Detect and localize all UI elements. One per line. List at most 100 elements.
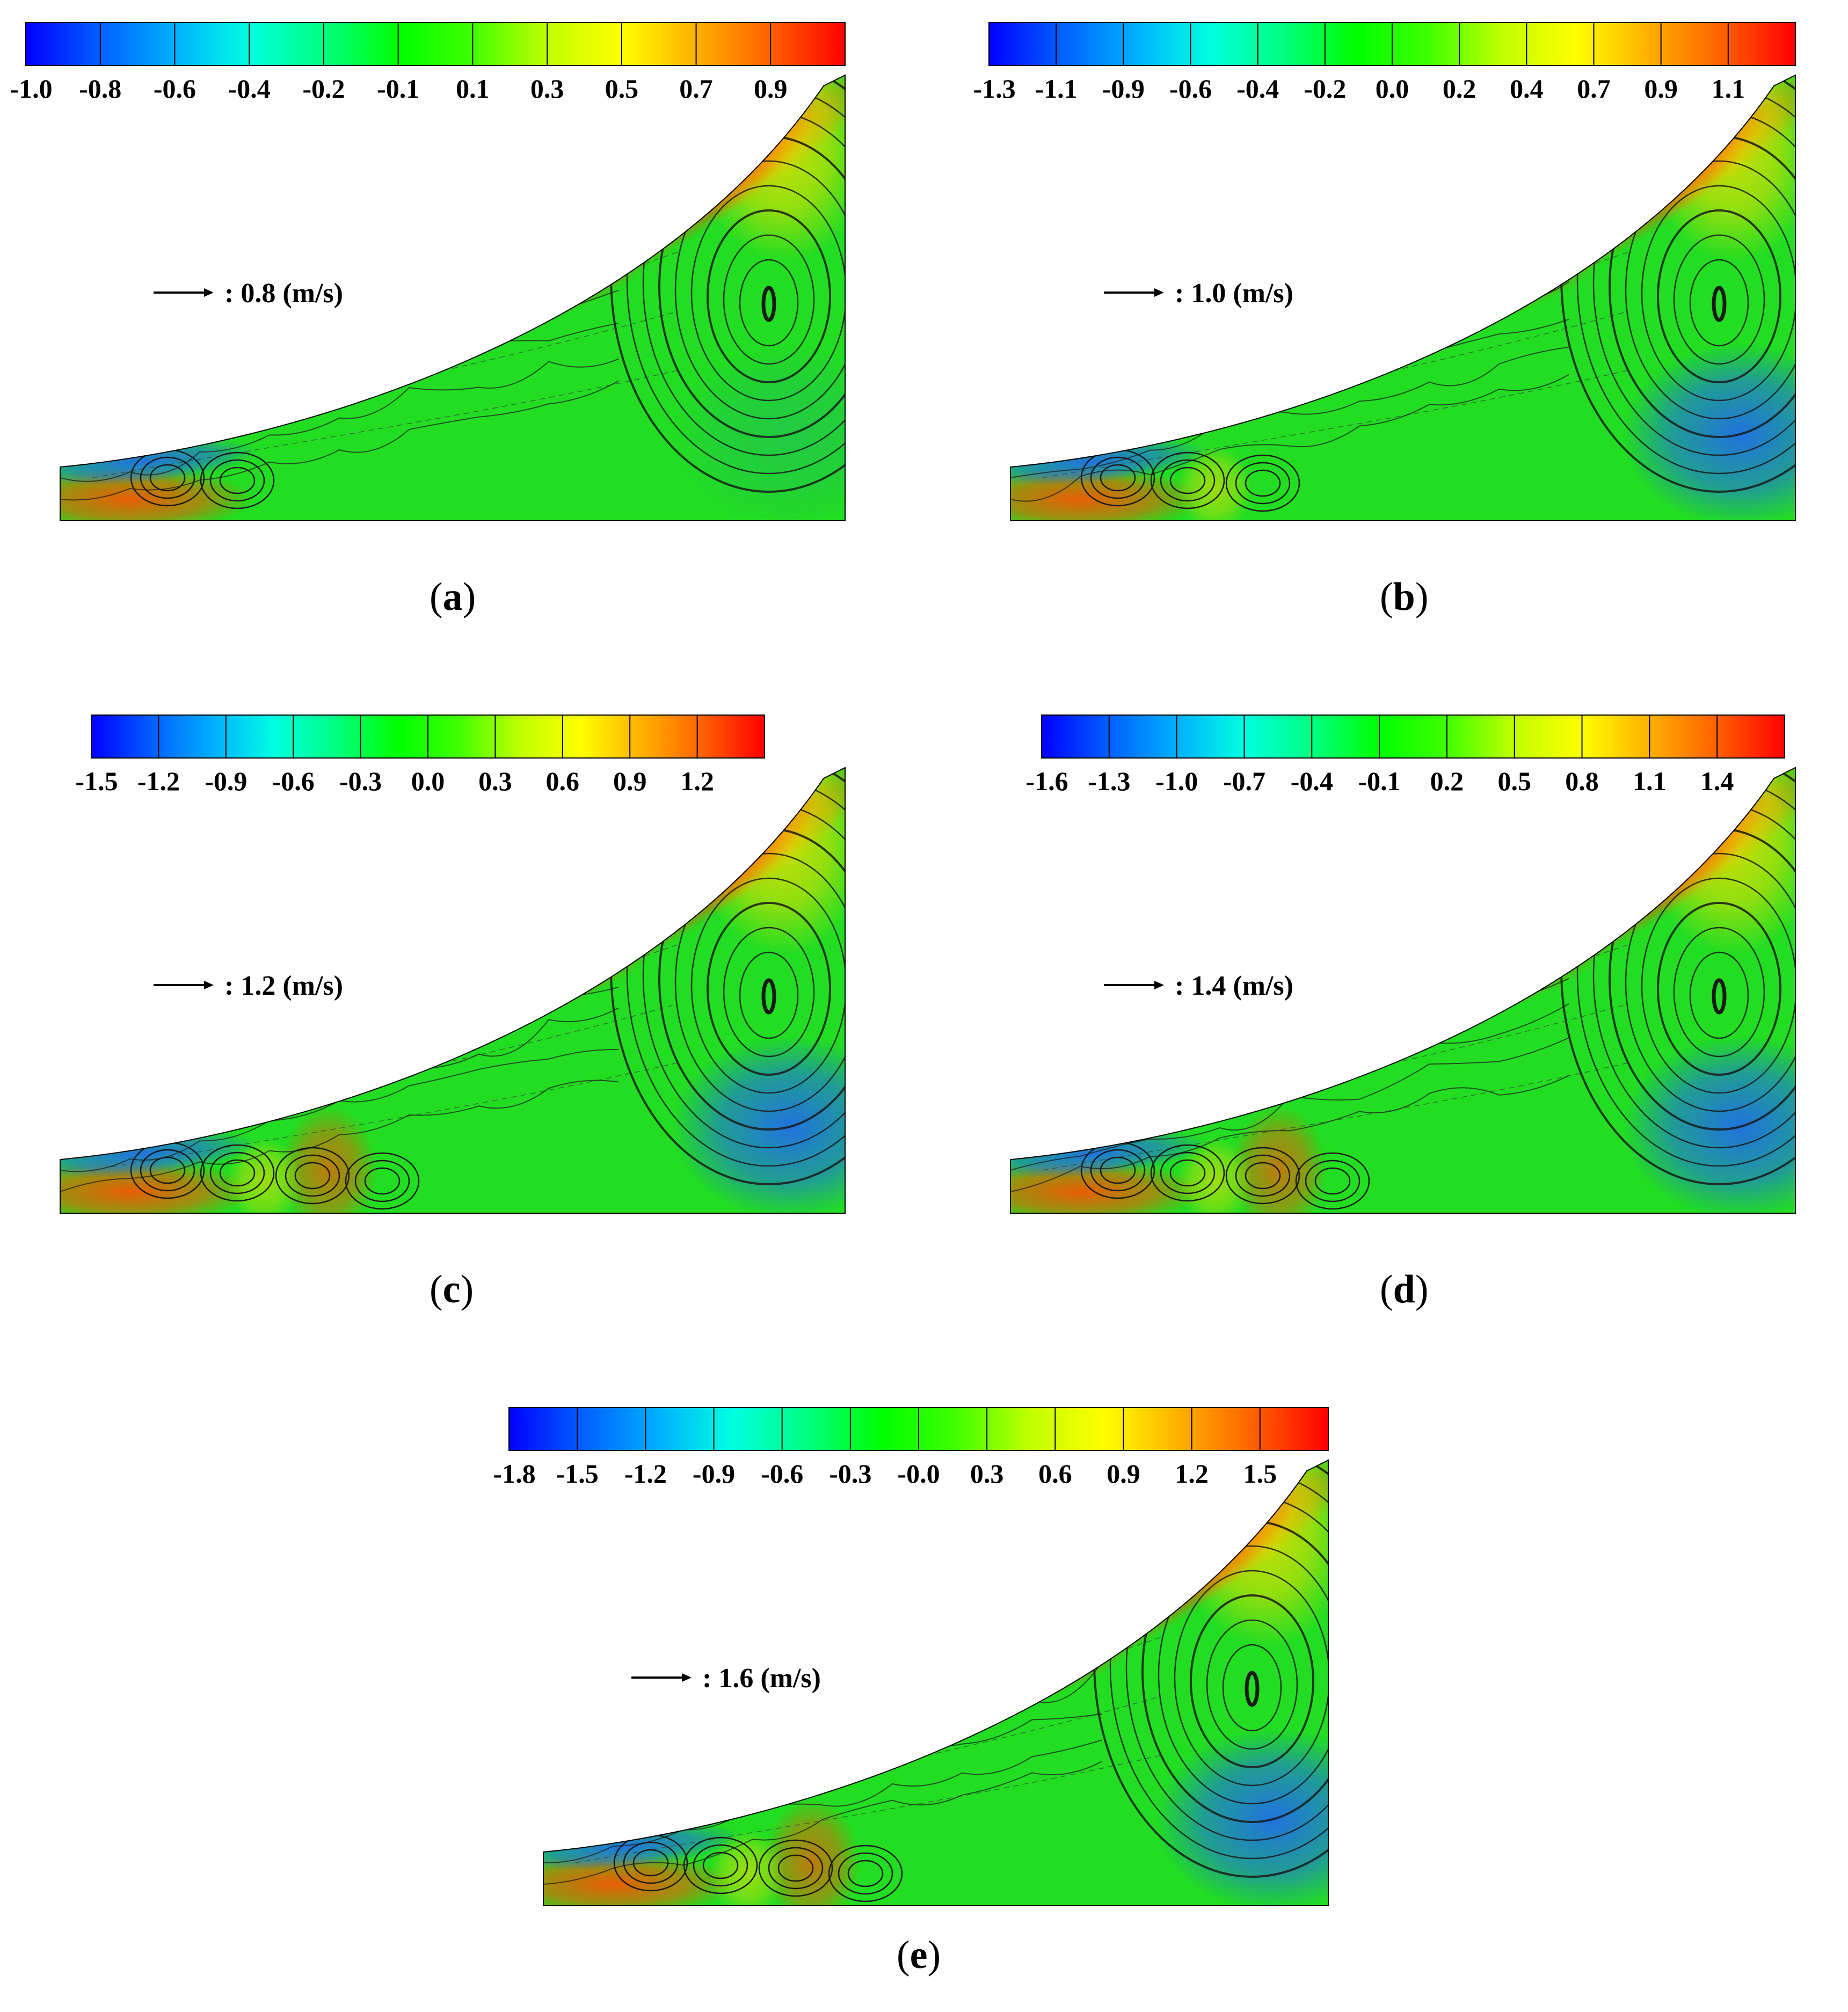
streamline — [838, 1852, 893, 1895]
streamline — [1010, 865, 1569, 1044]
panel-caption-letter: a — [442, 575, 463, 619]
vortex-core — [761, 978, 776, 1015]
contour-line — [1042, 370, 1628, 478]
colorbar-tick-label: 0.2 — [1443, 74, 1476, 104]
streamline — [200, 1144, 275, 1202]
colorbar-tick-label: -0.9 — [693, 1459, 735, 1489]
colorbar-tick-label: 1.4 — [1700, 766, 1734, 796]
streamline — [1235, 1154, 1291, 1197]
streamline — [1010, 1075, 1569, 1192]
streamline — [1190, 1594, 1314, 1768]
streamline — [140, 456, 195, 499]
streamline — [1314, 1167, 1351, 1195]
colorbar-tick-label: -0.6 — [1169, 74, 1212, 104]
colorbar-tick-label: -1.8 — [493, 1459, 535, 1489]
streamline — [1641, 877, 1795, 1094]
panel-caption-letter: d — [1393, 1267, 1415, 1311]
streamline — [1169, 1159, 1206, 1187]
streamline — [1010, 374, 1569, 502]
streamline — [1090, 1149, 1146, 1192]
contour-line — [575, 1755, 1161, 1863]
streamline — [60, 380, 619, 501]
colorbar-tick-label: 0.0 — [1376, 74, 1409, 104]
streamline — [543, 1518, 1102, 1713]
colorbar-tick-label: -1.0 — [10, 74, 52, 104]
colorbar-tick-label: 0.9 — [1644, 74, 1678, 104]
colorbar: -1.6 -1.3 -1.0 -0.7 -0.4 -0.1 0.2 0.5 0.8 1.1 1.4 — [1025, 715, 1785, 796]
streamline — [707, 209, 831, 383]
contour-line — [92, 1062, 678, 1171]
panel-caption: (c) — [430, 1267, 474, 1311]
streamline — [364, 1167, 401, 1195]
colorbar-tick-label: -0.0 — [897, 1459, 940, 1489]
reference-vector: : 1.6 (m/s) — [631, 1663, 821, 1694]
vortex-core — [1712, 286, 1727, 322]
domain-boundary — [543, 1459, 1329, 1906]
streamline — [275, 1147, 350, 1205]
panel-d: -1.6 -1.3 -1.0 -0.7 -0.4 -0.1 0.2 0.5 0.8 1.1 1.4:… — [972, 709, 1809, 1342]
reference-vector-label: : 1.6 (m/s) — [702, 1663, 821, 1694]
colorbar-tick-label: 0.9 — [1107, 1459, 1140, 1489]
streamline — [149, 1156, 186, 1184]
colorbar-tick-label: 0.6 — [546, 766, 580, 796]
streamline — [674, 160, 845, 420]
colorbar-tick-label: -1.5 — [556, 1459, 599, 1489]
colorbar: -1.3 -1.1 -0.9 -0.6 -0.4 -0.2 0.0 0.2 0.4 0.7 0.9 1… — [973, 22, 1796, 104]
streamline — [1169, 466, 1206, 494]
streamline — [777, 1854, 814, 1882]
streamline — [345, 1152, 420, 1210]
colorbar-tick-label: -0.4 — [228, 74, 271, 104]
streamline — [209, 1151, 265, 1194]
streamline — [1657, 902, 1781, 1076]
colorbar-tick-label: -0.7 — [1223, 766, 1265, 796]
streamline — [1100, 464, 1136, 492]
colorbar-tick-label: -1.1 — [1035, 74, 1078, 104]
streamline — [1150, 451, 1225, 509]
streamline — [1689, 951, 1749, 1039]
colorbar-tick-label: 0.1 — [456, 74, 490, 104]
colorbar-tick-label: -0.6 — [154, 74, 196, 104]
reference-vector-label: : 1.4 (m/s) — [1175, 971, 1293, 1001]
colorbar-tick-label: 0.4 — [1510, 74, 1544, 104]
streamline — [690, 877, 845, 1094]
colorbar-tick-label: 0.3 — [530, 74, 564, 104]
colorbar-tick-label: 1.5 — [1243, 1459, 1277, 1489]
reference-vector: : 0.8 (m/s) — [154, 278, 343, 309]
chart-svg-d: -1.6 -1.3 -1.0 -0.7 -0.4 -0.1 0.2 0.5 0.8 1.1 1.4:… — [1010, 715, 1796, 1214]
colorbar-tick-label: -1.2 — [137, 766, 180, 796]
domain-boundary — [1010, 767, 1796, 1214]
panel-b: -1.3 -1.1 -0.9 -0.6 -0.4 -0.2 0.0 0.2 0.4 0.7 0.9 1… — [972, 16, 1809, 650]
streamline — [1689, 259, 1749, 347]
panel-caption: (b) — [1380, 575, 1429, 619]
streamline — [1245, 469, 1281, 497]
colorbar-tick-label: 0.7 — [679, 74, 713, 104]
chart-svg-c: -1.5 -1.2 -0.9 -0.6 -0.3 0.0 0.3 0.6 0.9 1.2: 1.2… — [60, 715, 846, 1214]
streamline — [543, 1761, 1102, 1885]
colorbar-gradient — [1041, 715, 1785, 759]
streamline — [219, 466, 256, 494]
streamline — [623, 1841, 679, 1884]
streamline — [1657, 209, 1781, 383]
colorbar-tick-label: -0.6 — [272, 766, 315, 796]
panel-caption: (e) — [897, 1933, 941, 1977]
streamline — [1010, 107, 1569, 307]
reference-arrow-head — [204, 288, 214, 297]
streamline — [1010, 75, 1569, 264]
velocity-contour-field — [1010, 768, 1795, 1213]
colorbar-tick-label: 1.2 — [680, 766, 714, 796]
streamline — [294, 1162, 331, 1190]
panel-caption-letter: e — [910, 1933, 928, 1977]
colorbar-tick-label: -0.1 — [377, 74, 419, 104]
colorbar-tick-label: 0.7 — [1577, 74, 1611, 104]
streamline — [1222, 1644, 1282, 1732]
streamline — [1673, 234, 1765, 365]
vortex-core — [1245, 1671, 1260, 1707]
streamline — [1625, 160, 1795, 420]
streamline — [1673, 927, 1765, 1058]
streamline — [1174, 1570, 1328, 1787]
colorbar-tick-label: -0.4 — [1291, 766, 1333, 796]
streamline — [1158, 1545, 1328, 1805]
colorbar-tick-label: 1.1 — [1633, 766, 1667, 796]
streamline — [543, 1475, 1102, 1693]
streamline — [60, 848, 619, 1043]
